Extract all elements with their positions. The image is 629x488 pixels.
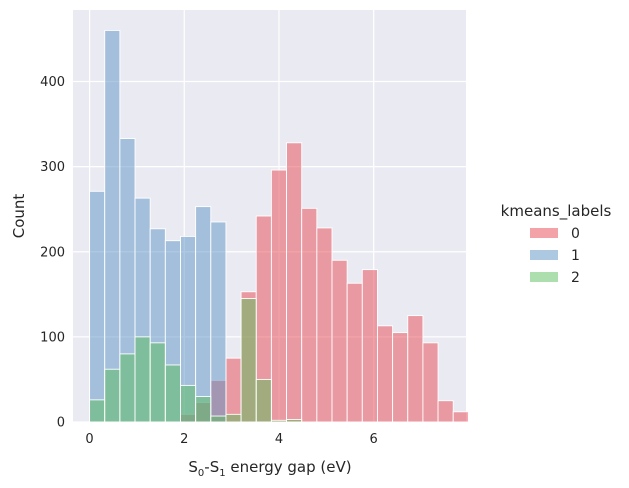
bar-series-2 [270,419,287,423]
bar-series-0 [331,259,348,423]
bar-series-2 [104,368,121,423]
bars [89,29,469,423]
x-axis-label: S0-S1 energy gap (eV) [188,458,351,479]
bar-series-2 [255,378,272,423]
bar-series-0 [452,411,469,423]
legend-swatch-1 [530,250,558,260]
legend-label-1: 1 [571,248,580,264]
y-tick-labels: 0 100 200 300 400 [40,75,65,430]
bar-series-2 [286,418,303,423]
legend-title: kmeans_labels [501,202,612,221]
x-tick-label: 2 [180,432,188,447]
bar-series-0 [392,332,409,423]
bar-series-1 [195,206,212,423]
y-tick-label: 400 [40,75,65,90]
bar-series-2 [149,342,166,423]
bar-series-0 [346,282,363,423]
legend-swatch-0 [530,228,558,238]
x-tick-label: 0 [85,432,93,447]
bar-series-0 [301,207,318,423]
y-tick-label: 200 [40,245,65,260]
x-tick-labels: 0 2 4 6 [85,432,377,447]
legend-label-2: 2 [571,270,580,286]
legend-label-0: 0 [571,226,580,242]
bar-series-2 [240,298,257,423]
bar-series-0 [286,142,303,423]
bar-series-0 [225,357,242,423]
y-tick-label: 100 [40,330,65,345]
legend: kmeans_labels 0 1 2 [501,202,612,286]
bar-series-0 [361,269,378,423]
y-axis-label: Count [10,194,28,239]
x-tick-label: 4 [275,432,283,447]
bar-series-2 [225,413,242,423]
bar-series-2 [195,396,212,423]
bar-series-1 [89,190,106,423]
bar-series-0 [316,227,333,423]
y-tick-label: 0 [57,416,65,431]
bar-series-2 [180,384,197,423]
x-tick-label: 6 [370,432,378,447]
bar-series-0 [407,315,424,423]
legend-swatch-2 [530,272,558,282]
bar-series-2 [210,415,227,423]
bar-series-2 [89,399,106,423]
bar-series-1 [210,221,227,423]
y-tick-label: 300 [40,160,65,175]
bar-series-1 [104,29,121,423]
bar-series-0 [270,169,287,423]
bar-series-0 [422,342,439,423]
bar-series-2 [119,353,136,423]
bar-series-2 [164,364,181,423]
bar-series-2 [134,336,151,423]
bar-series-0 [377,325,394,423]
bar-series-0 [437,400,454,423]
